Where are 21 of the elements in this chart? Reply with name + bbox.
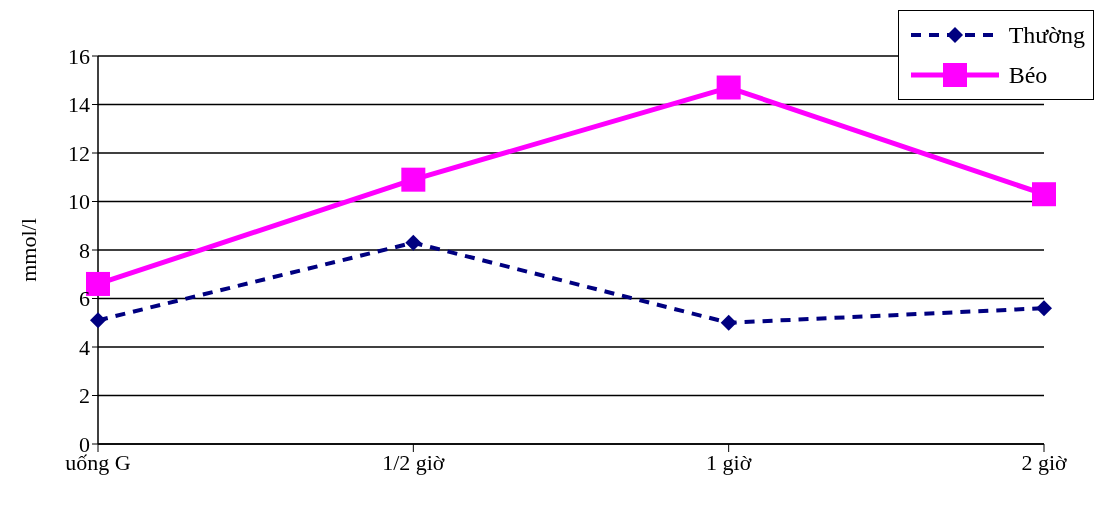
y-tick-label: 12 xyxy=(68,140,90,166)
point xyxy=(1036,300,1052,317)
y-tick-label: 16 xyxy=(68,43,90,69)
point xyxy=(401,167,426,192)
point xyxy=(720,314,737,331)
y-tick-label: 10 xyxy=(68,189,90,215)
x-tick-label: 2 giờ xyxy=(1021,449,1067,475)
y-axis-title: mmol/l xyxy=(15,218,41,282)
x-tick-label: 1 giờ xyxy=(706,449,752,475)
x-tick-label: 1/2 giờ xyxy=(382,449,445,475)
point xyxy=(405,234,422,251)
legend-label: Thường xyxy=(1008,21,1085,49)
point xyxy=(716,75,741,100)
legend-label: Béo xyxy=(1008,61,1048,89)
y-tick-label: 6 xyxy=(79,286,90,312)
point xyxy=(1032,182,1056,207)
point xyxy=(90,312,106,329)
y-tick-label: 2 xyxy=(79,383,90,409)
y-tick-label: 14 xyxy=(68,92,90,118)
y-tick-label: 8 xyxy=(79,237,90,263)
y-tick-label: 4 xyxy=(79,334,90,360)
